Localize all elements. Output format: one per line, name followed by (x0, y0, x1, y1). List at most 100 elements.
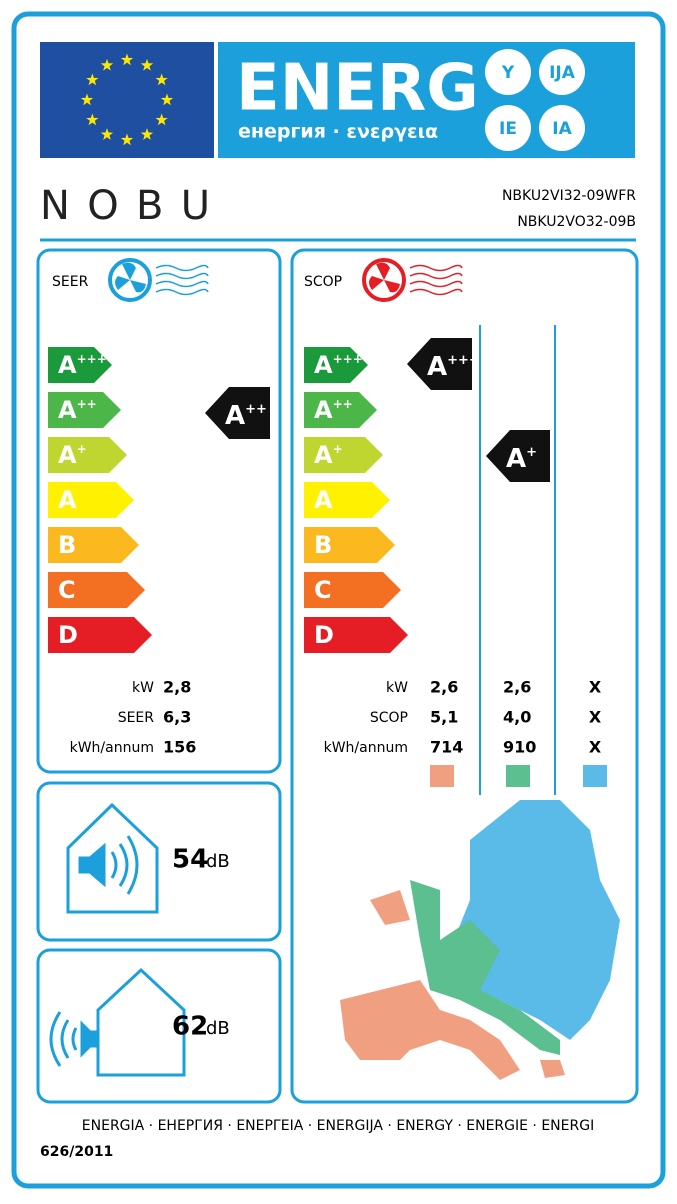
zone-swatch-warm (430, 765, 454, 787)
class-label: B (58, 531, 76, 559)
class-letter: A (58, 396, 77, 424)
europe-map (340, 800, 620, 1080)
star (155, 73, 168, 86)
cooling-fan-icon (108, 258, 209, 302)
star (86, 73, 99, 86)
star (155, 113, 168, 126)
class-arrow (304, 392, 377, 428)
class-letter: A (314, 396, 333, 424)
class-letter: A (506, 444, 526, 474)
class-letter: D (314, 621, 334, 649)
rating-arrow (407, 338, 472, 390)
row-unit: kW (132, 680, 154, 696)
class-letter: A (314, 486, 333, 514)
eu-stars (80, 53, 174, 146)
star (100, 58, 114, 71)
class-letter: A (427, 352, 447, 382)
class-arrow (304, 572, 401, 608)
heating-fan-icon (362, 258, 463, 302)
suffix-circle (485, 105, 531, 151)
regulation: 626/2011 (40, 1144, 113, 1160)
class-plus: ++ (333, 397, 353, 411)
class-arrow (304, 482, 390, 518)
model-indoor: NBKU2VI32-09WFR (502, 188, 636, 204)
star (160, 93, 174, 106)
seer-label: SEER (52, 274, 89, 290)
row-unit: SEER (118, 710, 155, 726)
row-unit: kW (386, 680, 408, 696)
row-value: X (589, 738, 602, 757)
class-letter: A (314, 441, 333, 469)
class-label: A++ (225, 401, 267, 431)
class-label: D (314, 621, 334, 649)
indoor-noise-value: 54 (172, 845, 208, 875)
row-value: 5,1 (430, 708, 458, 727)
model-outdoor: NBKU2VO32-09B (517, 214, 636, 230)
outdoor-house-icon (49, 967, 186, 1077)
class-plus: ++ (77, 397, 97, 411)
indoor-noise-unit: dB (206, 851, 230, 872)
class-letter: B (314, 531, 332, 559)
zone-swatch-cold (583, 765, 607, 787)
class-letter: A (225, 401, 245, 431)
class-label: C (58, 576, 76, 604)
class-label: A (58, 486, 77, 514)
class-arrow (48, 392, 121, 428)
class-letter: A (58, 441, 77, 469)
row-unit: SCOP (370, 710, 408, 726)
class-label: A++ (58, 396, 97, 424)
row-value: 2,6 (430, 678, 458, 697)
star (120, 133, 134, 146)
zone-swatch-average (506, 765, 530, 787)
class-arrow (48, 482, 134, 518)
class-label: A+ (314, 441, 343, 469)
outdoor-noise-value: 62 (172, 1012, 208, 1042)
class-letter: A (314, 351, 333, 379)
cooling-panel (36, 248, 282, 774)
class-arrow (304, 437, 383, 473)
suffixes: Y IJA IE IA (485, 49, 585, 151)
energy-word: ENERG (236, 52, 479, 126)
row-value: X (589, 708, 602, 727)
outdoor-noise-unit: dB (206, 1018, 230, 1039)
class-label: B (314, 531, 332, 559)
class-letter: D (58, 621, 78, 649)
class-letter: C (58, 576, 76, 604)
footer-languages: ENERGIA · ЕНЕРГИЯ · ΕΝΕΡΓΕΙΑ · ENERGIJA … (82, 1118, 594, 1134)
suffix: IJA (549, 63, 576, 83)
suffix-circle (539, 49, 585, 95)
energy-subtitle: енергия · ενεργεια (238, 121, 438, 143)
class-label: A++ (314, 396, 353, 424)
row-value: 2,6 (503, 678, 531, 697)
row-unit: kWh/annum (70, 740, 154, 756)
class-plus: +++ (447, 353, 480, 368)
star (120, 53, 134, 66)
star (80, 93, 94, 106)
suffix: IA (552, 119, 572, 139)
class-letter: A (58, 351, 77, 379)
class-arrow (48, 527, 139, 563)
star (100, 128, 114, 140)
brand: NOBU (40, 183, 212, 229)
class-label: A+++ (58, 351, 107, 379)
class-arrow (48, 347, 112, 383)
outdoor-noise-panel (36, 948, 282, 1104)
class-label: A+++ (314, 351, 363, 379)
row-value: 6,3 (163, 708, 191, 727)
star (140, 128, 154, 140)
class-arrow (304, 527, 395, 563)
rating-arrow (205, 387, 270, 439)
class-label: A (314, 486, 333, 514)
class-letter: C (314, 576, 332, 604)
row-value: 4,0 (503, 708, 531, 727)
class-plus: +++ (333, 352, 363, 366)
class-plus: + (77, 442, 87, 456)
suffix: Y (501, 63, 515, 83)
row-value: X (589, 678, 602, 697)
class-label: A+++ (427, 352, 480, 382)
suffix: IE (499, 119, 517, 139)
row-unit: kWh/annum (324, 740, 408, 756)
class-arrow (48, 617, 152, 653)
